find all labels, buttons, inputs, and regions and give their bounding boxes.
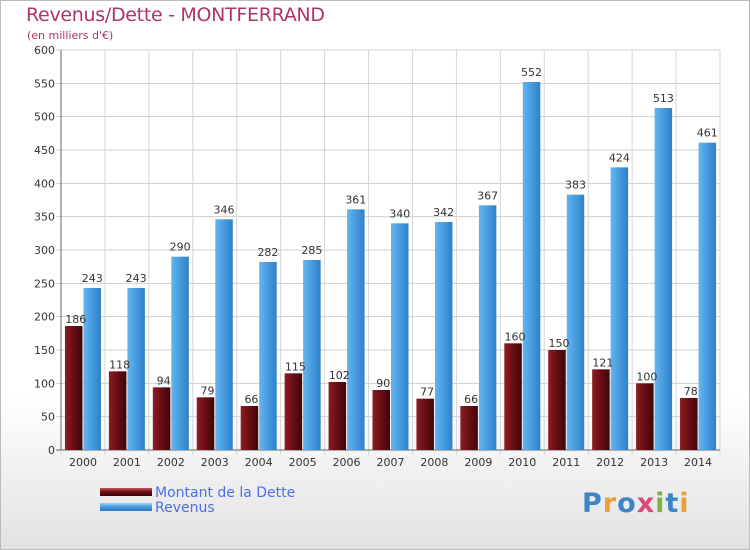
bar-revenus-2010 xyxy=(522,82,541,450)
y-tick-label-100: 100 xyxy=(34,377,55,390)
data-label-dette-2004: 66 xyxy=(244,393,258,406)
data-label-dette-2002: 94 xyxy=(157,374,171,387)
x-tick-label-2000: 2000 xyxy=(69,456,97,469)
bar-revenus-2003 xyxy=(215,219,233,450)
data-label-revenus-2007: 340 xyxy=(389,207,410,220)
data-label-dette-2012: 121 xyxy=(592,356,613,369)
x-tick-label-2011: 2011 xyxy=(552,456,580,469)
data-label-dette-2003: 79 xyxy=(201,384,215,397)
bar-revenus-2004 xyxy=(259,262,277,450)
data-label-revenus-2011: 383 xyxy=(565,179,586,192)
data-label-revenus-2013: 513 xyxy=(653,92,674,105)
bar-revenus-2009 xyxy=(478,205,497,450)
bar-dette-2013 xyxy=(636,383,654,450)
chart-subtitle: (en milliers d'€) xyxy=(27,29,114,42)
data-label-revenus-2004: 282 xyxy=(257,246,278,259)
y-tick-label-600: 600 xyxy=(34,44,55,57)
data-label-dette-2000: 186 xyxy=(65,313,86,326)
legend-swatch-dette xyxy=(100,488,152,496)
data-label-dette-2001: 118 xyxy=(109,358,130,371)
y-tick-label-550: 550 xyxy=(34,77,55,90)
bar-dette-2000 xyxy=(64,326,83,450)
x-tick-label-2012: 2012 xyxy=(596,456,624,469)
bar-revenus-2012 xyxy=(610,167,629,451)
bar-dette-2003 xyxy=(196,397,215,450)
bar-dette-2004 xyxy=(240,406,259,450)
bar-revenus-2013 xyxy=(654,108,673,450)
data-label-revenus-2005: 285 xyxy=(301,244,322,257)
bar-dette-2010 xyxy=(504,343,522,450)
data-label-revenus-2009: 367 xyxy=(477,189,498,202)
y-tick-label-300: 300 xyxy=(34,244,55,257)
data-label-dette-2008: 77 xyxy=(420,386,434,399)
data-label-revenus-2006: 361 xyxy=(345,193,366,206)
data-label-revenus-2003: 346 xyxy=(214,203,235,216)
x-tick-label-2014: 2014 xyxy=(684,456,712,469)
bar-revenus-2007 xyxy=(391,223,409,450)
data-label-dette-2013: 100 xyxy=(636,370,657,383)
data-label-dette-2005: 115 xyxy=(285,360,306,373)
proxiti-logo: Proxiti xyxy=(582,488,690,519)
y-tick-label-50: 50 xyxy=(41,411,55,424)
bar-dette-2009 xyxy=(460,406,478,450)
data-label-dette-2009: 66 xyxy=(464,393,478,406)
data-label-revenus-2014: 461 xyxy=(697,127,718,140)
bar-dette-2006 xyxy=(328,382,347,450)
x-tick-label-2004: 2004 xyxy=(245,456,273,469)
data-label-dette-2007: 90 xyxy=(376,377,390,390)
data-label-revenus-2008: 342 xyxy=(433,206,454,219)
bar-dette-2008 xyxy=(416,398,434,450)
y-tick-label-0: 0 xyxy=(48,444,55,457)
bar-revenus-2005 xyxy=(303,260,321,450)
x-tick-label-2003: 2003 xyxy=(201,456,229,469)
y-tick-label-350: 350 xyxy=(34,211,55,224)
data-label-dette-2006: 102 xyxy=(329,369,350,382)
data-label-dette-2014: 78 xyxy=(684,385,698,398)
data-label-revenus-2001: 243 xyxy=(126,272,147,285)
y-tick-label-450: 450 xyxy=(34,144,55,157)
bar-revenus-2006 xyxy=(347,209,365,450)
bar-dette-2011 xyxy=(548,350,566,450)
bar-revenus-2002 xyxy=(171,256,189,450)
bar-dette-2002 xyxy=(152,387,171,450)
x-tick-label-2009: 2009 xyxy=(464,456,492,469)
y-tick-label-500: 500 xyxy=(34,111,55,124)
bar-dette-2005 xyxy=(284,373,303,450)
bar-dette-2012 xyxy=(592,369,610,450)
bar-dette-2014 xyxy=(680,398,698,450)
legend-label-revenus: Revenus xyxy=(155,500,215,516)
x-tick-label-2001: 2001 xyxy=(113,456,141,469)
data-label-revenus-2010: 552 xyxy=(521,66,542,79)
data-label-revenus-2002: 290 xyxy=(170,241,191,254)
data-label-revenus-2000: 243 xyxy=(82,272,103,285)
bar-revenus-2000 xyxy=(83,288,101,450)
x-tick-label-2008: 2008 xyxy=(420,456,448,469)
bar-revenus-2014 xyxy=(698,142,717,450)
bar-dette-2001 xyxy=(108,371,127,450)
data-label-dette-2010: 160 xyxy=(505,330,526,343)
chart-title: Revenus/Dette - MONTFERRAND xyxy=(26,4,325,26)
y-tick-label-200: 200 xyxy=(34,311,55,324)
bar-dette-2007 xyxy=(372,390,390,450)
x-tick-label-2007: 2007 xyxy=(377,456,405,469)
x-tick-label-2013: 2013 xyxy=(640,456,668,469)
x-tick-label-2002: 2002 xyxy=(157,456,185,469)
data-label-dette-2011: 150 xyxy=(548,337,569,350)
y-tick-label-250: 250 xyxy=(34,277,55,290)
bar-revenus-2011 xyxy=(566,194,585,450)
y-tick-label-150: 150 xyxy=(34,344,55,357)
x-tick-label-2006: 2006 xyxy=(333,456,361,469)
bar-revenus-2008 xyxy=(434,222,453,450)
legend-swatch-revenus xyxy=(100,503,152,511)
x-tick-label-2010: 2010 xyxy=(508,456,536,469)
y-tick-label-400: 400 xyxy=(34,177,55,190)
bar-revenus-2001 xyxy=(127,288,145,450)
legend-label-dette: Montant de la Dette xyxy=(155,485,296,501)
data-label-revenus-2012: 424 xyxy=(609,151,630,164)
x-tick-label-2005: 2005 xyxy=(289,456,317,469)
